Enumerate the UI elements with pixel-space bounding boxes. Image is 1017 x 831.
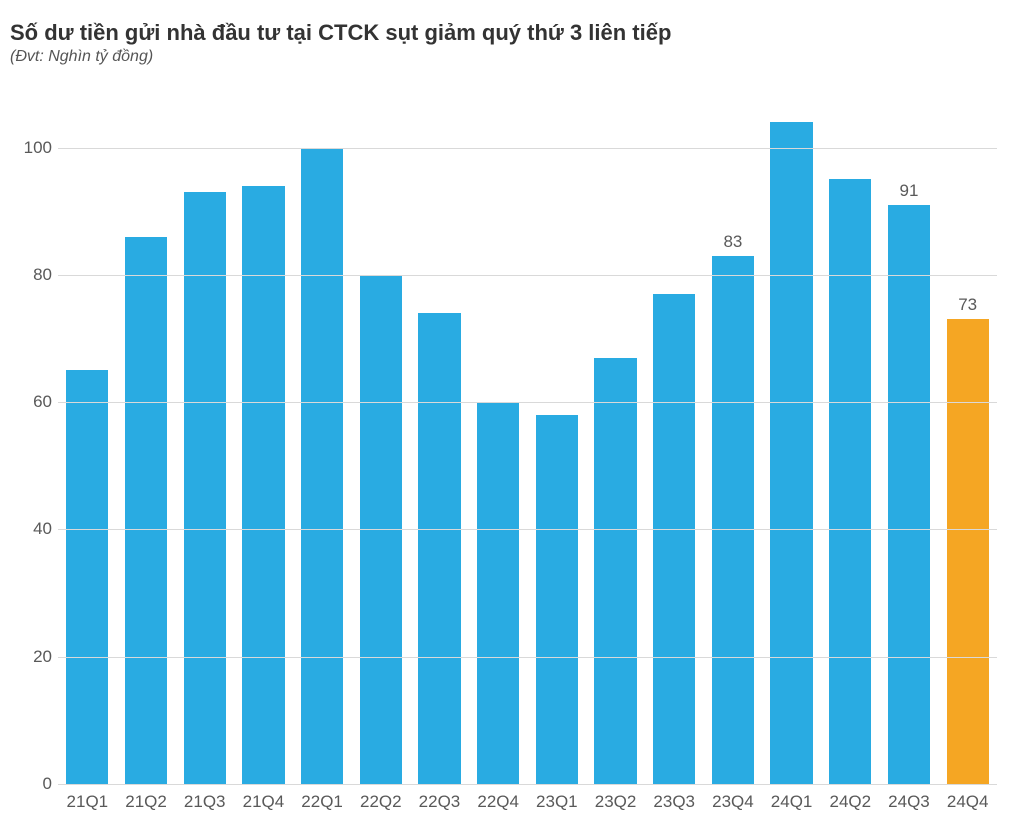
x-tick-label: 24Q2 (821, 792, 880, 812)
bar (301, 148, 343, 784)
chart-title: Số dư tiền gửi nhà đầu tư tại CTCK sụt g… (10, 20, 997, 46)
y-tick-label: 60 (10, 392, 52, 412)
x-axis-labels: 21Q121Q221Q321Q422Q122Q222Q322Q423Q123Q2… (58, 792, 997, 812)
x-tick-label: 24Q1 (762, 792, 821, 812)
bar-slot: 91 (880, 84, 939, 784)
bar (66, 370, 108, 784)
x-tick-label: 21Q4 (234, 792, 293, 812)
bar-slot (762, 84, 821, 784)
bar-slot (293, 84, 352, 784)
bar-value-label: 73 (938, 295, 997, 315)
bar (712, 256, 754, 784)
y-gridline (58, 402, 997, 403)
y-gridline (58, 275, 997, 276)
bar (418, 313, 460, 784)
bar-slot (175, 84, 234, 784)
bar (594, 358, 636, 784)
bar (536, 415, 578, 784)
bar-slot (234, 84, 293, 784)
bars-row: 83 91 73 (58, 84, 997, 784)
bar-slot (586, 84, 645, 784)
x-tick-label: 24Q4 (938, 792, 997, 812)
x-tick-label: 22Q4 (469, 792, 528, 812)
bar (125, 237, 167, 784)
x-tick-label: 23Q3 (645, 792, 704, 812)
bar (770, 122, 812, 784)
bar-slot (645, 84, 704, 784)
x-tick-label: 23Q4 (704, 792, 763, 812)
y-tick-label: 0 (10, 774, 52, 794)
bar-slot (410, 84, 469, 784)
bar-slot (351, 84, 410, 784)
bar-slot: 73 (938, 84, 997, 784)
bar (829, 179, 871, 784)
x-tick-label: 21Q3 (175, 792, 234, 812)
y-tick-label: 80 (10, 265, 52, 285)
bar-slot (821, 84, 880, 784)
plot-area: 839173 21Q121Q221Q321Q422Q122Q222Q322Q42… (10, 84, 997, 784)
bar-slot: 83 (704, 84, 763, 784)
y-tick-label: 20 (10, 647, 52, 667)
x-tick-label: 24Q3 (880, 792, 939, 812)
x-tick-label: 21Q2 (117, 792, 176, 812)
x-tick-label: 22Q2 (351, 792, 410, 812)
y-gridline (58, 529, 997, 530)
bar (653, 294, 695, 784)
bar (947, 319, 989, 784)
y-tick-label: 100 (10, 138, 52, 158)
bar-slot (469, 84, 528, 784)
x-tick-label: 23Q2 (586, 792, 645, 812)
bar-slot (528, 84, 587, 784)
y-gridline (58, 657, 997, 658)
bar-value-label: 91 (880, 181, 939, 201)
y-tick-label: 40 (10, 519, 52, 539)
x-tick-label: 22Q1 (293, 792, 352, 812)
bar (477, 402, 519, 784)
chart-subtitle: (Đvt: Nghìn tỷ đồng) (10, 48, 997, 66)
bar (184, 192, 226, 784)
chart-container: Số dư tiền gửi nhà đầu tư tại CTCK sụt g… (0, 0, 1017, 831)
y-gridline (58, 148, 997, 149)
x-tick-label: 21Q1 (58, 792, 117, 812)
x-tick-label: 22Q3 (410, 792, 469, 812)
y-gridline (58, 784, 997, 785)
bar-slot (117, 84, 176, 784)
bar (888, 205, 930, 784)
bar-value-label: 83 (704, 232, 763, 252)
x-tick-label: 23Q1 (528, 792, 587, 812)
bar-slot (58, 84, 117, 784)
